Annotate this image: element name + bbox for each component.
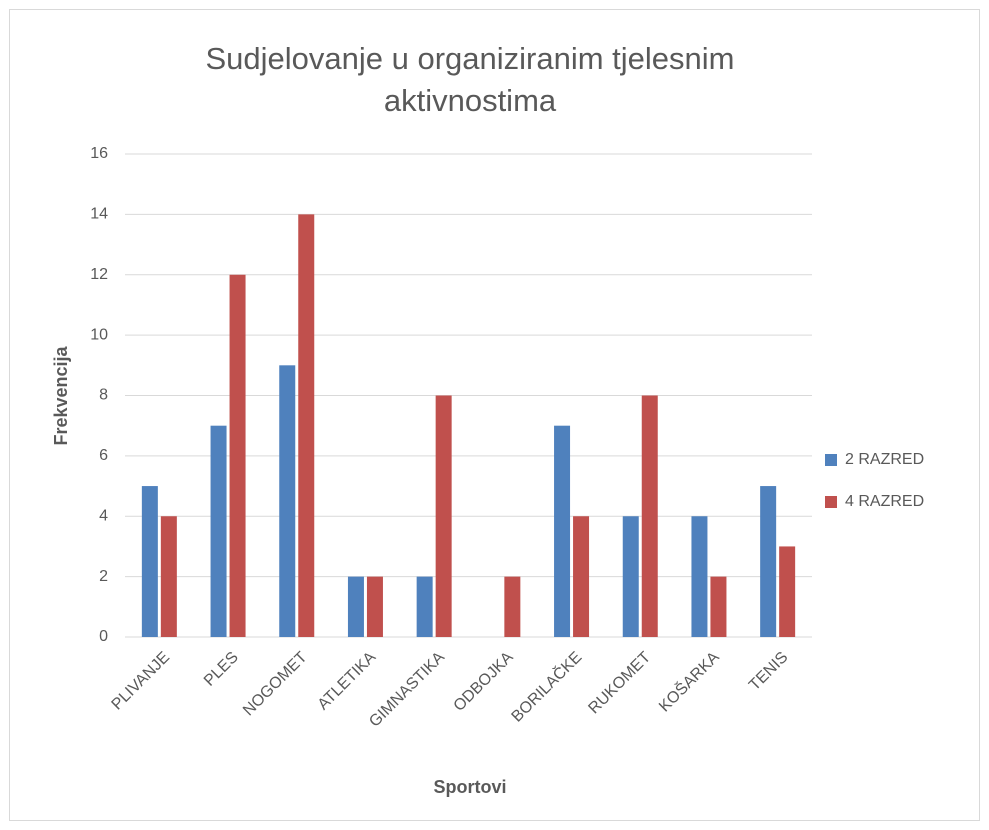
y-tick-label: 10	[90, 326, 108, 343]
bar	[229, 274, 246, 637]
y-tick-label: 6	[99, 447, 108, 464]
chart-title: Sudjelovanje u organiziranim tjelesnim a…	[205, 41, 735, 118]
y-tick-label: 8	[99, 387, 108, 404]
y-tick-label: 2	[99, 568, 108, 585]
bar	[366, 576, 383, 637]
x-tick-label: ATLETIKA	[315, 649, 380, 714]
y-tick-label: 4	[99, 507, 108, 524]
legend-swatch	[825, 496, 837, 508]
x-tick-label: KOŠARKA	[655, 647, 723, 715]
bar	[641, 395, 658, 637]
bar	[573, 516, 590, 637]
x-axis-label: Sportovi	[433, 777, 506, 797]
x-tick-label: NOGOMET	[240, 649, 311, 720]
bar	[435, 395, 452, 637]
y-tick-label: 12	[90, 266, 108, 283]
y-tick-label: 14	[90, 206, 108, 223]
bar	[416, 576, 433, 637]
bar	[760, 486, 777, 637]
x-tick-label: RUKOMET	[585, 649, 654, 718]
bar	[210, 425, 227, 637]
bar	[298, 214, 315, 637]
legend-label: 2 RAZRED	[845, 451, 924, 468]
bar	[504, 576, 521, 637]
chart-border	[9, 9, 980, 821]
bar	[779, 546, 796, 637]
y-axis-label: Frekvencija	[51, 345, 71, 445]
legend-label: 4 RAZRED	[845, 493, 924, 510]
y-tick-label: 0	[99, 628, 108, 645]
bar	[691, 516, 708, 637]
legend-swatch	[825, 454, 837, 466]
x-tick-label: PLES	[201, 649, 242, 690]
bar	[347, 576, 364, 637]
bar	[141, 486, 158, 637]
x-tick-label: ODBOJKA	[451, 649, 517, 715]
bar	[622, 516, 639, 637]
x-tick-label: BORILAČKE	[507, 647, 585, 725]
y-tick-label: 16	[90, 145, 108, 162]
x-tick-label: PLIVANJE	[109, 649, 174, 714]
bar	[554, 425, 571, 637]
bar	[279, 365, 296, 637]
x-tick-label: TENIS	[746, 649, 791, 694]
bar	[710, 576, 727, 637]
bar	[160, 516, 177, 637]
